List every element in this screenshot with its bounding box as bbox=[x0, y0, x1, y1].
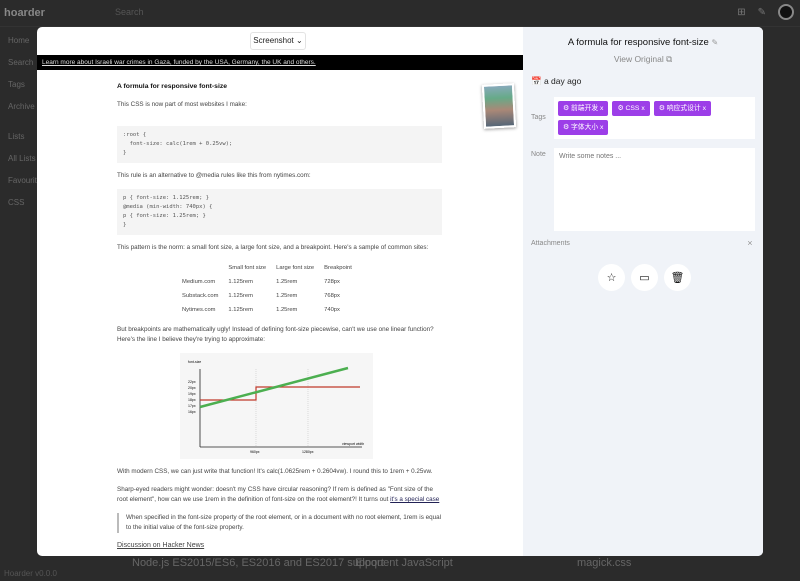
linear-line bbox=[199, 366, 349, 409]
pencil-icon[interactable]: ✎ bbox=[711, 38, 719, 47]
bookmark-card-title[interactable]: Node.js ES2015/ES6, ES2016 and ES2017 su… bbox=[132, 557, 384, 569]
trash-icon: 🗑 bbox=[670, 272, 685, 284]
table-row: Nytimes.com 1.125rem 1.25rem 740px bbox=[182, 307, 340, 313]
attachments-label: Attachments bbox=[531, 240, 570, 247]
avatar[interactable] bbox=[778, 4, 794, 20]
footer-link[interactable]: Discussion on Hacker News bbox=[117, 541, 205, 551]
sidebar-item-archive[interactable]: Archive bbox=[8, 102, 35, 111]
bookmark-card-title[interactable]: Eloquent JavaScript bbox=[355, 557, 453, 569]
font-size-table: Small font size Large font size Breakpoint… bbox=[177, 261, 357, 317]
tag-chip[interactable]: ⚙ 前端开发 x bbox=[558, 101, 609, 116]
details-pane: A formula for responsive font-size ✎ Vie… bbox=[523, 27, 763, 556]
archive-button[interactable]: ▭ bbox=[631, 264, 658, 291]
y-tick: 22px bbox=[188, 380, 196, 384]
table-row: Substack.com 1.125rem 1.25rem 768px bbox=[182, 293, 340, 299]
created-date: 📅 a day ago bbox=[531, 76, 582, 86]
list-item[interactable]: Favourites bbox=[8, 176, 46, 185]
grid-icon[interactable]: ⊞ bbox=[737, 6, 746, 18]
y-axis-label: font-size bbox=[188, 360, 201, 364]
preview-pane: Screenshot ⌄ Learn more about Israeli wa… bbox=[37, 27, 523, 556]
search-input[interactable]: Search bbox=[115, 7, 144, 17]
external-link-icon: ⧉ bbox=[666, 54, 673, 64]
bookmark-title: A formula for responsive font-size ✎ bbox=[567, 37, 719, 48]
code-block: :root { font-size: calc(1rem + 0.25vw); … bbox=[117, 126, 442, 163]
tags-label: Tags bbox=[531, 114, 546, 121]
y-tick: 19px bbox=[188, 392, 196, 396]
list-item[interactable]: All Lists bbox=[8, 154, 36, 163]
delete-button[interactable]: 🗑 bbox=[664, 264, 691, 291]
note-label: Note bbox=[531, 151, 546, 158]
sidebar-item-home[interactable]: Home bbox=[8, 36, 30, 45]
sidebar: Home Search Tags Archive Lists All Lists… bbox=[0, 30, 46, 214]
article-title: A formula for responsive font-size bbox=[117, 83, 228, 90]
pencil-icon[interactable]: ✎ bbox=[757, 6, 766, 18]
collapse-icon[interactable]: ⨯ bbox=[747, 240, 753, 247]
favourite-button[interactable]: ☆ bbox=[598, 264, 625, 291]
paragraph: With modern CSS, we can just write that … bbox=[117, 468, 433, 475]
view-mode-dropdown[interactable]: Screenshot ⌄ bbox=[250, 32, 306, 50]
view-original-link[interactable]: View Original ⧉ bbox=[613, 54, 673, 64]
sidebar-item-search[interactable]: Search bbox=[8, 58, 34, 67]
y-tick: 20px bbox=[188, 386, 196, 390]
calendar-icon: 📅 bbox=[531, 76, 542, 86]
code-block: p { font-size: 1.125rem; } @media (min-w… bbox=[117, 189, 442, 235]
top-bar: hoarder Search ⊞ ✎ bbox=[0, 0, 800, 27]
tag-chip[interactable]: ⚙ 响应式设计 x bbox=[653, 101, 711, 116]
note-input[interactable] bbox=[554, 148, 755, 231]
y-tick: 17px bbox=[188, 404, 196, 408]
version-label: Hoarder v0.0.0 bbox=[4, 569, 57, 578]
x-tick: 1280px bbox=[302, 450, 314, 454]
x-tick: 960px bbox=[250, 450, 260, 454]
x-axis-label: viewport width bbox=[342, 442, 364, 446]
table-row: Medium.com 1.125rem 1.25rem 728px bbox=[182, 279, 340, 285]
tag-chip[interactable]: ⚙ CSS x bbox=[612, 101, 650, 116]
tags-input[interactable]: ⚙ 前端开发 x ⚙ CSS x ⚙ 响应式设计 x ⚙ 字体大小 x bbox=[554, 97, 755, 139]
paragraph: But breakpoints are mathematically ugly!… bbox=[117, 326, 434, 343]
stepped-line bbox=[200, 386, 360, 401]
list-item[interactable]: CSS bbox=[8, 198, 25, 207]
lists-header: Lists bbox=[8, 132, 25, 141]
bookmark-modal: Screenshot ⌄ Learn more about Israeli wa… bbox=[37, 27, 763, 556]
y-tick: 16px bbox=[188, 410, 196, 414]
quote: When specified in the font-size property… bbox=[117, 513, 442, 533]
article-content: A formula for responsive font-size This … bbox=[117, 79, 442, 537]
y-tick: 18px bbox=[188, 398, 196, 402]
logo: hoarder bbox=[4, 7, 45, 19]
banner-link[interactable]: Learn more about Israeli war crimes in G… bbox=[37, 55, 523, 70]
special-case-link[interactable]: it's a special case bbox=[390, 496, 440, 503]
chevron-down-icon: ⌄ bbox=[296, 36, 303, 45]
bookmark-card-title[interactable]: magick.css bbox=[577, 557, 632, 569]
paragraph: This pattern is the norm: a small font s… bbox=[117, 244, 429, 251]
paragraph: This rule is an alternative to @media ru… bbox=[117, 172, 311, 179]
font-size-figure: font-size 22px 20px 19px 18px 17px 16px … bbox=[180, 353, 373, 459]
star-icon: ☆ bbox=[606, 272, 617, 284]
paragraph: Sharp-eyed readers might wonder: doesn't… bbox=[117, 486, 440, 503]
author-photo bbox=[481, 83, 517, 129]
tag-chip[interactable]: ⚙ 字体大小 x bbox=[558, 120, 609, 135]
archive-icon: ▭ bbox=[639, 272, 650, 284]
paragraph: This CSS is now part of most websites I … bbox=[117, 101, 247, 108]
sidebar-item-tags[interactable]: Tags bbox=[8, 80, 25, 89]
